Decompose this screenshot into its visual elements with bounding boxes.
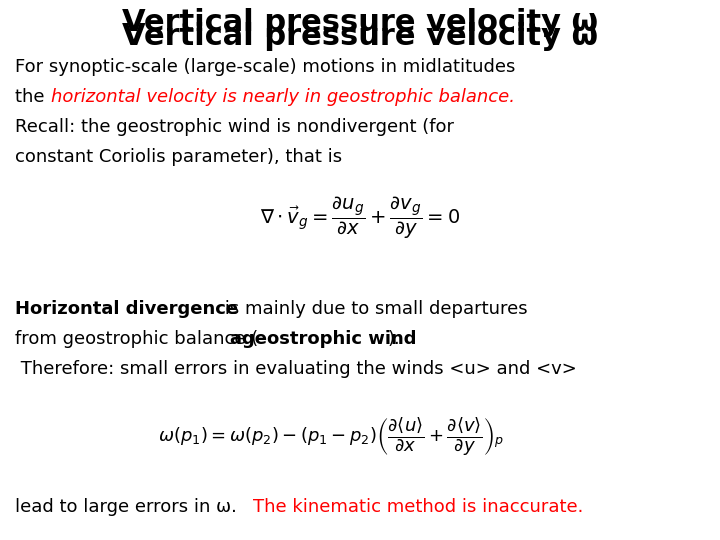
Text: Vertical pressure velocity ω: Vertical pressure velocity ω — [122, 22, 598, 51]
Text: For synoptic-scale (large-scale) motions in midlatitudes: For synoptic-scale (large-scale) motions… — [15, 58, 516, 76]
Text: Recall: the geostrophic wind is nondivergent (for: Recall: the geostrophic wind is nondiver… — [15, 118, 454, 136]
Text: is mainly due to small departures: is mainly due to small departures — [219, 300, 528, 318]
Text: the: the — [15, 88, 50, 106]
Text: ageostrophic wind: ageostrophic wind — [230, 330, 416, 348]
Text: ).: ). — [388, 330, 401, 348]
Text: Vertical pressure velocity ω: Vertical pressure velocity ω — [122, 8, 598, 37]
Text: lead to large errors in ω.: lead to large errors in ω. — [15, 498, 243, 516]
Text: horizontal velocity is nearly in geostrophic balance.: horizontal velocity is nearly in geostro… — [51, 88, 515, 106]
Text: constant Coriolis parameter), that is: constant Coriolis parameter), that is — [15, 148, 342, 166]
Text: The kinematic method is inaccurate.: The kinematic method is inaccurate. — [253, 498, 583, 516]
Text: Horizontal divergence: Horizontal divergence — [15, 300, 238, 318]
Text: from geostrophic balance (: from geostrophic balance ( — [15, 330, 258, 348]
Text: $\nabla \cdot \vec{v}_g = \dfrac{\partial u_g}{\partial x} + \dfrac{\partial v_g: $\nabla \cdot \vec{v}_g = \dfrac{\partia… — [260, 195, 460, 241]
Text: $\omega(p_1) = \omega(p_2) - (p_1 - p_2)\left(\dfrac{\partial \langle u \rangle}: $\omega(p_1) = \omega(p_2) - (p_1 - p_2)… — [158, 415, 504, 457]
Text: Therefore: small errors in evaluating the winds <u> and <v>: Therefore: small errors in evaluating th… — [15, 360, 577, 378]
